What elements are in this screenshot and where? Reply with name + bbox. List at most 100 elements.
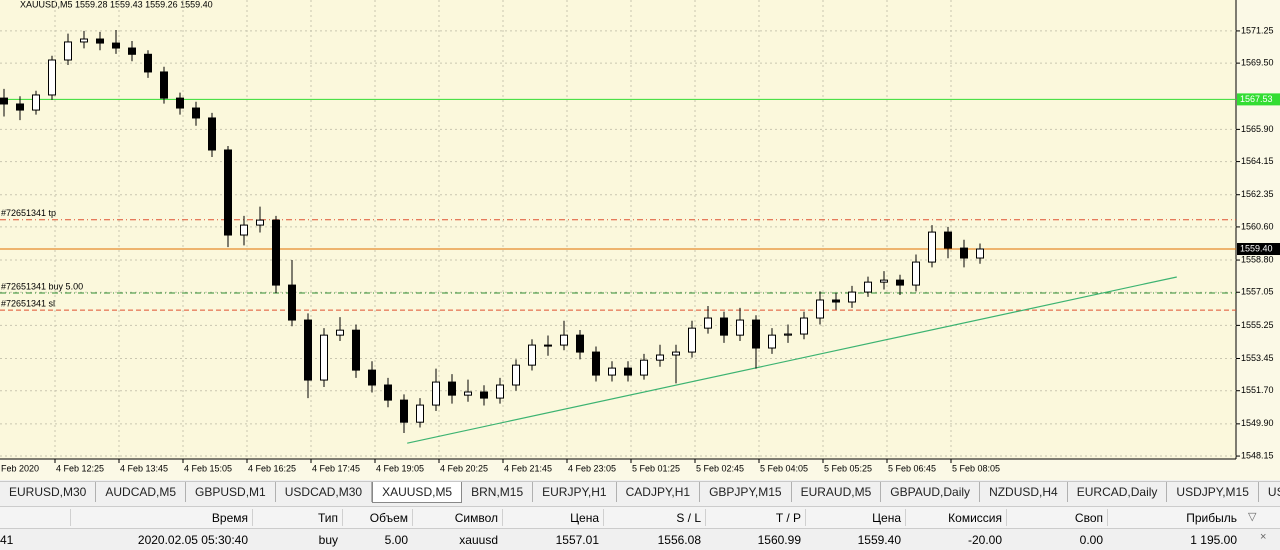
table-cell: 1559.40 xyxy=(857,533,901,547)
candle-body xyxy=(448,381,456,396)
column-header[interactable]: Символ xyxy=(454,511,498,525)
tab[interactable]: GBPUSD,M1 xyxy=(186,482,276,502)
candle-body xyxy=(704,317,712,329)
candle-body xyxy=(624,367,632,376)
trendline xyxy=(407,276,1177,444)
x-tick-label: 5 Feb 01:25 xyxy=(632,463,680,473)
chart-header: XAUUSD,M5 1559.28 1559.43 1559.26 1559.4… xyxy=(20,0,213,9)
y-tick-label: 1555.25 xyxy=(1241,320,1274,330)
x-tick-label: 4 Feb 21:45 xyxy=(504,463,552,473)
candle-body xyxy=(784,333,792,336)
candle-body xyxy=(176,97,184,109)
candle-body xyxy=(80,38,88,43)
candle-body xyxy=(496,384,504,399)
table-cell: 5.00 xyxy=(384,533,408,547)
column-separator xyxy=(412,509,413,526)
time-axis xyxy=(0,459,1236,480)
price-axis xyxy=(1236,0,1280,480)
table-cell: xauusd xyxy=(459,533,498,547)
candle-body xyxy=(336,329,344,336)
column-header[interactable]: S / L xyxy=(676,511,701,525)
candle-body xyxy=(64,41,72,61)
candle-body xyxy=(160,71,168,99)
chart: XAUUSD,M5 1559.28 1559.43 1559.26 1559.4… xyxy=(0,0,1280,480)
candle-body xyxy=(352,329,360,371)
candle-body xyxy=(688,327,696,353)
candle-body xyxy=(768,334,776,349)
candle-body xyxy=(16,103,24,111)
candle-body xyxy=(144,53,152,73)
table-row[interactable]: 41 2020.02.05 05:30:40 buy 5.00 xauusd 1557.0… xyxy=(0,529,1280,550)
table-cell: buy xyxy=(318,533,338,547)
symbol-tabs: EURUSD,M30 AUDCAD,M5 GBPUSD,M1 USDCAD,M30 XA… xyxy=(0,481,1280,503)
candle-body xyxy=(880,279,888,283)
tab[interactable]: CADJPY,H1 xyxy=(617,482,701,502)
column-header[interactable]: Своп xyxy=(1074,511,1103,525)
table-cell: -20.00 xyxy=(967,533,1002,547)
column-header[interactable]: Цена xyxy=(872,511,901,525)
candle-body xyxy=(288,284,296,321)
column-separator xyxy=(502,509,503,526)
candle-body xyxy=(848,291,856,303)
tab[interactable]: USDCAD,M30 xyxy=(276,482,373,502)
y-tick-label: 1560.60 xyxy=(1241,221,1274,231)
close-button[interactable]: × xyxy=(1260,531,1267,543)
sort-icon[interactable]: ▽ xyxy=(1248,511,1257,523)
y-tick-label: 1553.45 xyxy=(1241,353,1274,363)
tab[interactable]: EURUSD,M30 xyxy=(0,482,97,502)
table-body: 41 2020.02.05 05:30:40 buy 5.00 xauusd 1557.0… xyxy=(0,529,1280,550)
y-tick-label: 1569.50 xyxy=(1241,58,1274,68)
column-header[interactable]: T / P xyxy=(775,511,801,525)
tab[interactable]: XAUUSD,M5 xyxy=(372,482,463,503)
tab[interactable]: EURAUD,M5 xyxy=(792,482,882,502)
candle-body xyxy=(816,299,824,319)
column-header[interactable]: Цена xyxy=(570,511,599,525)
candle-body xyxy=(752,319,760,349)
tab[interactable]: GBPJPY,M15 xyxy=(700,482,792,502)
column-separator xyxy=(705,509,706,526)
tab[interactable]: US xyxy=(1259,482,1280,502)
tab[interactable]: EURJPY,H1 xyxy=(533,482,617,502)
candle-body xyxy=(304,319,312,381)
candle-body xyxy=(416,404,424,423)
tab[interactable]: EURCAD,Daily xyxy=(1068,482,1168,502)
price-tag-label: 1567.53 xyxy=(1240,94,1273,104)
tab[interactable]: GBPAUD,Daily xyxy=(881,482,981,502)
column-header[interactable]: Время xyxy=(211,511,248,525)
candle-body xyxy=(384,384,392,401)
price-tag xyxy=(1237,93,1280,106)
candle-body xyxy=(208,117,216,151)
trade-table: Время Тип Объем Символ Цена S / L T / P Цена Ком… xyxy=(0,506,1280,550)
x-tick-label: 4 Feb 15:05 xyxy=(184,463,232,473)
column-header[interactable]: Объем xyxy=(369,511,408,525)
candle-body xyxy=(128,47,136,55)
x-tick-label: 5 Feb 02:45 xyxy=(696,463,744,473)
column-header[interactable]: Прибыль xyxy=(1186,511,1237,525)
tab[interactable]: USDJPY,M15 xyxy=(1167,482,1259,502)
candle-body xyxy=(368,369,376,386)
candle-body xyxy=(544,344,552,347)
table-cell: 1557.01 xyxy=(555,533,599,547)
y-tick-label: 1549.90 xyxy=(1241,418,1274,428)
column-header[interactable]: Тип xyxy=(317,511,338,525)
order-label: #72651341 sl xyxy=(1,298,55,308)
tab[interactable]: NZDUSD,H4 xyxy=(980,482,1068,502)
candle-body xyxy=(800,317,808,335)
candle-body xyxy=(192,107,200,119)
candle-body xyxy=(576,334,584,353)
candle-body xyxy=(224,149,232,236)
tab[interactable]: AUDCAD,M5 xyxy=(96,482,187,502)
marks: #72651341 tp #72651341 buy 5.00 #72651341 … xyxy=(0,29,1236,444)
y-tick-label: 1557.05 xyxy=(1241,287,1274,297)
candle-body xyxy=(400,399,408,423)
x-tick-label: 4 Feb 16:25 xyxy=(248,463,296,473)
tab[interactable]: BRN,M15 xyxy=(462,482,534,502)
candle-body xyxy=(96,38,104,44)
x-tick-label: 5 Feb 05:25 xyxy=(824,463,872,473)
x-tick-label: 4 Feb 12:25 xyxy=(56,463,104,473)
y-tick-label: 1562.35 xyxy=(1241,189,1274,199)
column-header[interactable]: Комиссия xyxy=(948,511,1002,525)
x-tick-label: 5 Feb 08:05 xyxy=(952,463,1000,473)
candle-body xyxy=(0,97,8,105)
